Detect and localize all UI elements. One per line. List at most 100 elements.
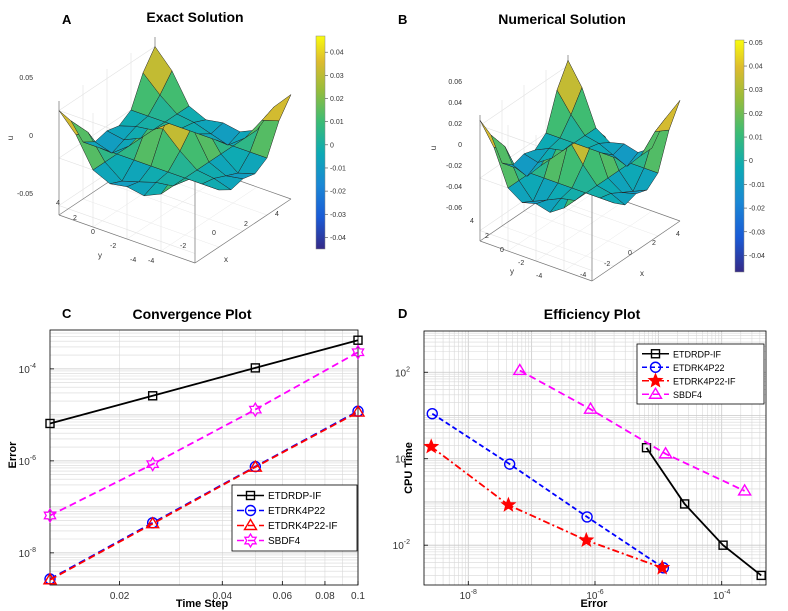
b-ytick-3: -2 <box>518 260 524 267</box>
panel-letter-b: B <box>398 12 407 27</box>
a-colorbar <box>315 35 326 250</box>
colorbar-tick-7: -0.03 <box>330 212 346 219</box>
surface-patch <box>261 93 292 122</box>
series-point-ETDRK4P22-IF <box>350 404 366 417</box>
series-line-ETDRDP-IF <box>645 447 762 577</box>
series-point-ETDRDP-IF <box>250 363 261 373</box>
x-tick-label-1: 0.04 <box>213 591 233 602</box>
colorbar-tick-3: 0.01 <box>330 119 344 126</box>
series-point-SBDF4 <box>43 507 57 524</box>
legend-label-SBDF4: SBDF4 <box>268 536 301 547</box>
a-xtick-4: 4 <box>275 211 279 218</box>
a-ylabel: y <box>98 251 102 260</box>
legend-label-ETDRDP-IF: ETDRDP-IF <box>673 349 721 359</box>
legend-marker-SBDF4 <box>648 386 663 399</box>
b-ytick-2: 0 <box>500 247 504 254</box>
legend-label-ETDRK4P22-IF: ETDRK4P22-IF <box>268 521 337 532</box>
b-colorbar <box>734 39 745 273</box>
x-tick-label-4: 0.1 <box>351 591 365 602</box>
b-colorbar-ticks: 0.05 0.04 0.03 0.02 0.01 0 -0.01 -0.02 -0.03 -0.0… <box>744 40 765 260</box>
legend-marker-ETDRK4P22-IF <box>243 518 258 531</box>
b-ztick-3: 0 <box>458 142 462 149</box>
series-point-ETDRDP-IF <box>718 540 728 550</box>
b-ztick-2: 0.02 <box>448 121 462 128</box>
b-ztick-6: -0.06 <box>446 205 462 212</box>
series-point-ETDRK4P22-IF <box>248 459 263 472</box>
series-point-SBDF4 <box>737 483 752 496</box>
x-tick-label-2: 0.06 <box>273 591 293 602</box>
plot-frame <box>49 329 359 586</box>
surface-plot-a <box>58 37 292 264</box>
y-tick-label-1: 10-6 <box>19 455 36 468</box>
series-point-SBDF4 <box>658 446 673 459</box>
a-colorbar-ticks: 0.04 0.03 0.02 0.01 0 -0.01 -0.02 -0.03 -0.04 <box>325 50 346 242</box>
b-xlabel: x <box>640 269 644 278</box>
b-ztick-4: -0.02 <box>446 163 462 170</box>
legend-marker-ETDRK4P22 <box>649 361 662 373</box>
b-xtick-2: 0 <box>628 250 632 257</box>
colorbar-tick-8: -0.03 <box>749 229 765 236</box>
colorbar-tick-9: -0.04 <box>749 253 765 260</box>
a-zlabel: u <box>6 136 15 140</box>
b-xtick-1: -2 <box>604 261 610 268</box>
a-xtick-0: -4 <box>148 258 154 265</box>
legend-label-ETDRK4P22: ETDRK4P22 <box>268 506 326 517</box>
series-point-ETDRK4P22-IF <box>423 438 440 454</box>
b-ytick-0: 4 <box>470 218 474 225</box>
colorbar-tick-5: 0 <box>749 158 753 165</box>
chart-c-title: Convergence Plot <box>132 306 251 322</box>
y-tick-label-2: 102 <box>395 366 410 379</box>
series-point-ETDRDP-IF <box>45 418 55 429</box>
colorbar-tick-2: 0.03 <box>749 87 763 94</box>
b-ztick-5: -0.04 <box>446 184 462 191</box>
b-xtick-4: 4 <box>676 231 680 238</box>
colorbar-tick-4: 0.01 <box>749 135 763 142</box>
b-ztick-1: 0.04 <box>448 100 462 107</box>
series-point-ETDRK4P22 <box>503 458 516 470</box>
series-point-ETDRK4P22-IF <box>145 516 160 529</box>
b-zlabel: u <box>429 146 438 150</box>
panel-letter-c: C <box>62 306 72 321</box>
colorbar-tick-2: 0.02 <box>330 96 344 103</box>
series-line-SBDF4 <box>49 351 359 517</box>
colorbar-tick-0: 0.05 <box>749 40 763 47</box>
a-ytick-1: 2 <box>73 215 77 222</box>
a-ztick-0: 0.05 <box>19 75 33 82</box>
series-point-SBDF4 <box>512 363 528 376</box>
b-ytick-1: 2 <box>485 233 489 240</box>
c-xlabel: Time Step <box>176 598 229 610</box>
series-point-ETDRDP-IF <box>756 570 766 581</box>
series-point-ETDRK4P22-IF <box>654 559 671 575</box>
a-ytick-4: -4 <box>130 257 136 264</box>
chart-d-title: Efficiency Plot <box>544 306 641 322</box>
legend-label-ETDRK4P22-IF: ETDRK4P22-IF <box>673 376 736 386</box>
series-point-ETDRK4P22 <box>581 511 593 523</box>
y-tick-label-0: 10-2 <box>393 539 410 552</box>
surface-patch <box>654 100 681 132</box>
series-point-ETDRK4P22 <box>426 407 438 420</box>
legend-label-ETDRDP-IF: ETDRDP-IF <box>268 491 321 502</box>
legend-label-ETDRK4P22: ETDRK4P22 <box>673 363 725 373</box>
a-ztick-1: 0 <box>29 133 33 140</box>
b-xtick-0: -4 <box>580 272 586 279</box>
legend-label-SBDF4: SBDF4 <box>673 390 702 400</box>
series-point-SBDF4 <box>145 456 160 472</box>
colorbar-tick-8: -0.04 <box>330 235 346 242</box>
series-point-ETDRK4P22-IF <box>42 572 58 585</box>
efficiency-plot: 10-8 10-6 10-410-2100102ETDRDP-IFETDRK4P22… <box>393 330 767 602</box>
colorbar-tick-5: -0.01 <box>330 165 346 172</box>
legend-marker-SBDF4 <box>243 532 258 549</box>
series-line-ETDRK4P22-IF <box>49 411 359 581</box>
x-tick-label-3: 0.08 <box>315 591 335 602</box>
legend-marker-ETDRK4P22-IF <box>647 372 664 388</box>
series-point-ETDRDP-IF <box>353 335 363 345</box>
colorbar-tick-4: 0 <box>330 142 334 149</box>
series-line-SBDF4 <box>519 369 745 492</box>
panel-letter-a: A <box>62 12 72 27</box>
d-ylabel: CPU Time <box>403 442 415 494</box>
colorbar-tick-6: -0.02 <box>330 189 346 196</box>
y-tick-label-0: 10-8 <box>19 547 36 560</box>
y-tick-label-2: 10-4 <box>19 363 36 376</box>
colorbar-tick-6: -0.01 <box>749 182 765 189</box>
